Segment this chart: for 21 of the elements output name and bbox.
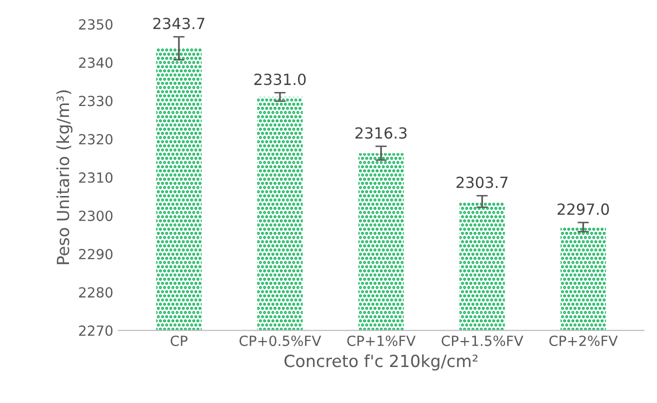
y-tick-label: 2330 (79, 96, 112, 106)
y-tick-label: 2310 (79, 172, 112, 183)
y-tick-label: 2300 (79, 210, 112, 222)
x-axis-title: Concreto f'c 210kg/cm² (284, 354, 478, 370)
data-label: 2297.0 (558, 203, 609, 215)
x-tick-label: CP+2%FV (549, 336, 618, 346)
y-tick-label: 2280 (79, 287, 112, 298)
x-tick-label: CP+0.5%FV (240, 336, 322, 346)
x-tick-label: CP+1.5%FV (442, 336, 524, 346)
data-label: 2331.0 (254, 74, 306, 86)
data-label: 2303.7 (456, 176, 508, 188)
x-tick-label: CP+1%FV (347, 336, 416, 346)
y-tick-label: 2320 (79, 134, 112, 145)
data-label: 2316.3 (355, 127, 407, 139)
y-tick-label: 2340 (79, 57, 112, 68)
x-tick-label: CP (170, 336, 188, 346)
data-label: 2343.7 (153, 18, 204, 30)
y-tick-label: 2350 (79, 19, 112, 30)
y-tick-label: 2270 (79, 325, 112, 336)
y-axis-title: Peso Unitario (kg/m³) (56, 90, 72, 264)
y-tick-label: 2290 (79, 248, 112, 260)
